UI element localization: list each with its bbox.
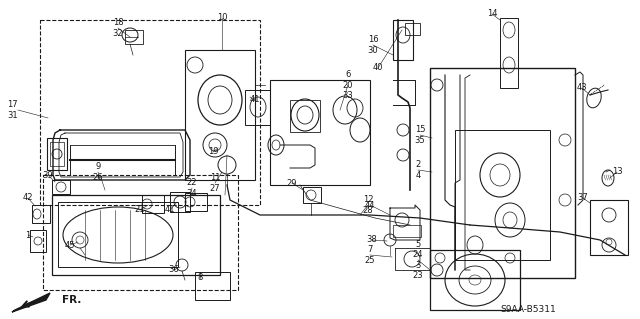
Bar bbox=[290, 100, 320, 132]
Text: 22
34: 22 34 bbox=[187, 178, 197, 198]
Bar bbox=[40, 20, 260, 205]
Text: 41: 41 bbox=[164, 205, 175, 214]
Text: 15
35: 15 35 bbox=[415, 125, 426, 145]
Bar bbox=[405, 23, 420, 35]
Bar bbox=[170, 192, 190, 212]
Text: 21: 21 bbox=[135, 205, 145, 214]
Text: 43: 43 bbox=[577, 84, 588, 93]
Bar bbox=[47, 138, 67, 170]
Text: 39: 39 bbox=[43, 170, 53, 180]
Text: 9
26: 9 26 bbox=[93, 162, 103, 182]
Text: 6
20
33: 6 20 33 bbox=[342, 70, 353, 100]
Bar bbox=[185, 193, 207, 211]
Bar bbox=[430, 68, 575, 278]
Text: 2
4: 2 4 bbox=[415, 160, 420, 180]
Bar bbox=[245, 90, 270, 125]
Text: 13: 13 bbox=[612, 167, 622, 176]
Bar bbox=[303, 187, 321, 203]
Text: 7
25: 7 25 bbox=[365, 245, 375, 265]
Text: FR.: FR. bbox=[62, 295, 81, 305]
Text: 44: 44 bbox=[365, 201, 375, 210]
Polygon shape bbox=[12, 293, 50, 312]
Bar bbox=[590, 200, 628, 255]
Text: 16
30: 16 30 bbox=[368, 35, 378, 55]
Text: 8: 8 bbox=[197, 273, 203, 283]
Text: 12
28: 12 28 bbox=[363, 195, 373, 215]
Bar bbox=[125, 30, 143, 44]
Bar bbox=[58, 202, 178, 267]
Text: 5
24
3
23: 5 24 3 23 bbox=[413, 240, 423, 280]
Text: 11
27: 11 27 bbox=[210, 173, 220, 193]
Text: 37: 37 bbox=[578, 194, 588, 203]
Text: 41: 41 bbox=[250, 95, 260, 105]
Text: 19: 19 bbox=[208, 147, 218, 157]
Text: 40: 40 bbox=[372, 63, 383, 72]
Text: S9AA-B5311: S9AA-B5311 bbox=[500, 306, 556, 315]
Text: 29: 29 bbox=[287, 179, 297, 188]
Bar bbox=[393, 225, 421, 237]
Bar bbox=[52, 180, 70, 194]
Bar bbox=[30, 230, 46, 252]
Bar bbox=[185, 50, 255, 180]
Text: 10: 10 bbox=[217, 13, 227, 23]
Bar bbox=[270, 80, 370, 185]
Text: 38: 38 bbox=[367, 235, 378, 244]
Text: 1: 1 bbox=[26, 231, 31, 240]
Text: 42: 42 bbox=[23, 194, 33, 203]
Bar bbox=[32, 205, 50, 223]
Text: 36: 36 bbox=[168, 265, 179, 275]
Bar bbox=[50, 142, 64, 166]
Bar bbox=[393, 20, 413, 60]
Text: 18
32: 18 32 bbox=[113, 18, 124, 38]
Bar bbox=[500, 18, 518, 88]
Bar bbox=[430, 250, 520, 310]
Bar bbox=[142, 195, 164, 213]
Text: 17
31: 17 31 bbox=[8, 100, 18, 120]
Bar bbox=[52, 195, 220, 275]
Bar bbox=[195, 272, 230, 300]
Bar bbox=[455, 130, 550, 260]
Text: 14: 14 bbox=[487, 10, 497, 19]
Bar bbox=[43, 175, 238, 290]
Text: 45: 45 bbox=[65, 241, 76, 249]
